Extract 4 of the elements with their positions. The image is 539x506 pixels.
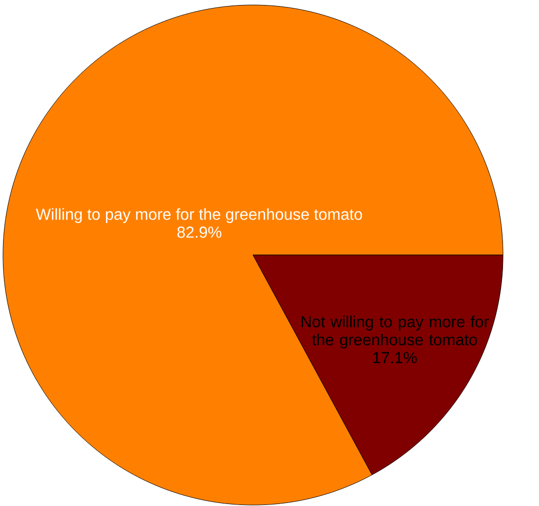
data-label: 82.9%: [177, 226, 222, 238]
data-label: 17.1%: [373, 352, 417, 364]
slice-label: Not willing to pay more for the greenhouse tomato: [302, 316, 489, 348]
slice-label: Willing to pay more for the greenhouse tomato: [36, 208, 362, 224]
